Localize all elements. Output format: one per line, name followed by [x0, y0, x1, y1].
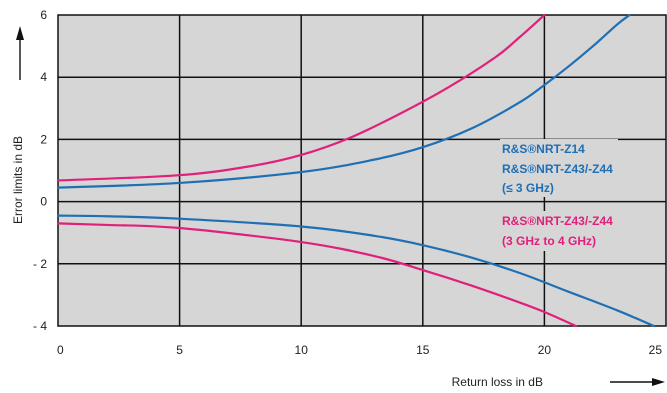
y-tick-label-2: 2	[40, 132, 47, 146]
series-line-2	[56, 13, 546, 182]
x-axis-arrow-head	[652, 378, 665, 386]
series-line-0	[56, 13, 631, 189]
legend-entry-1-line-1: R&S®NRT-Z14	[502, 142, 585, 156]
y-tick-label-3: 0	[40, 195, 47, 209]
series-layer	[56, 13, 655, 328]
x-tick-label-25: 25	[649, 343, 663, 357]
y-tick-labels: 6 4 2 0 - 2 - 4	[33, 8, 47, 333]
x-tick-labels: 0 5 10 15 20 25	[57, 343, 662, 357]
x-tick-label-10: 10	[295, 343, 309, 357]
x-tick-label-0: 0	[57, 343, 64, 357]
series-line-1	[56, 214, 655, 328]
legend-entry-2-line-2: (3 GHz to 4 GHz)	[502, 234, 596, 248]
x-tick-label-20: 20	[538, 343, 552, 357]
legend: R&S®NRT-Z14 R&S®NRT-Z43/-Z44 (≤ 3 GHz) R…	[500, 139, 618, 251]
x-axis-title: Return loss in dB	[452, 375, 543, 389]
series-line-3	[56, 222, 578, 328]
y-tick-label-5: - 4	[33, 319, 47, 333]
y-tick-label-4: - 2	[33, 257, 47, 271]
y-tick-label-1: 4	[40, 70, 47, 84]
x-tick-label-15: 15	[416, 343, 430, 357]
legend-bg-2	[500, 211, 618, 251]
y-axis-title: Error limits in dB	[11, 136, 25, 224]
y-tick-label-0: 6	[40, 8, 47, 22]
x-tick-label-5: 5	[176, 343, 183, 357]
legend-entry-1-line-2: R&S®NRT-Z43/-Z44	[502, 162, 613, 176]
y-axis-arrow-head	[16, 26, 24, 40]
legend-entry-1-line-3: (≤ 3 GHz)	[502, 181, 554, 195]
legend-entry-2-line-1: R&S®NRT-Z43/-Z44	[502, 214, 613, 228]
legend-bg-1	[500, 139, 618, 197]
